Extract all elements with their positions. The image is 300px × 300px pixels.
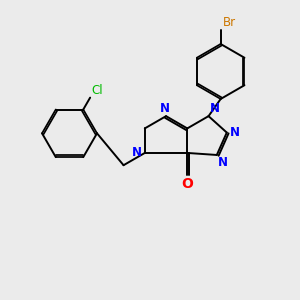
Text: Br: Br	[223, 16, 236, 29]
Text: N: N	[209, 102, 220, 115]
Text: Cl: Cl	[91, 84, 103, 97]
Text: N: N	[218, 156, 228, 169]
Text: N: N	[230, 126, 240, 139]
Text: O: O	[182, 178, 193, 191]
Text: N: N	[160, 102, 170, 115]
Text: N: N	[132, 146, 142, 159]
